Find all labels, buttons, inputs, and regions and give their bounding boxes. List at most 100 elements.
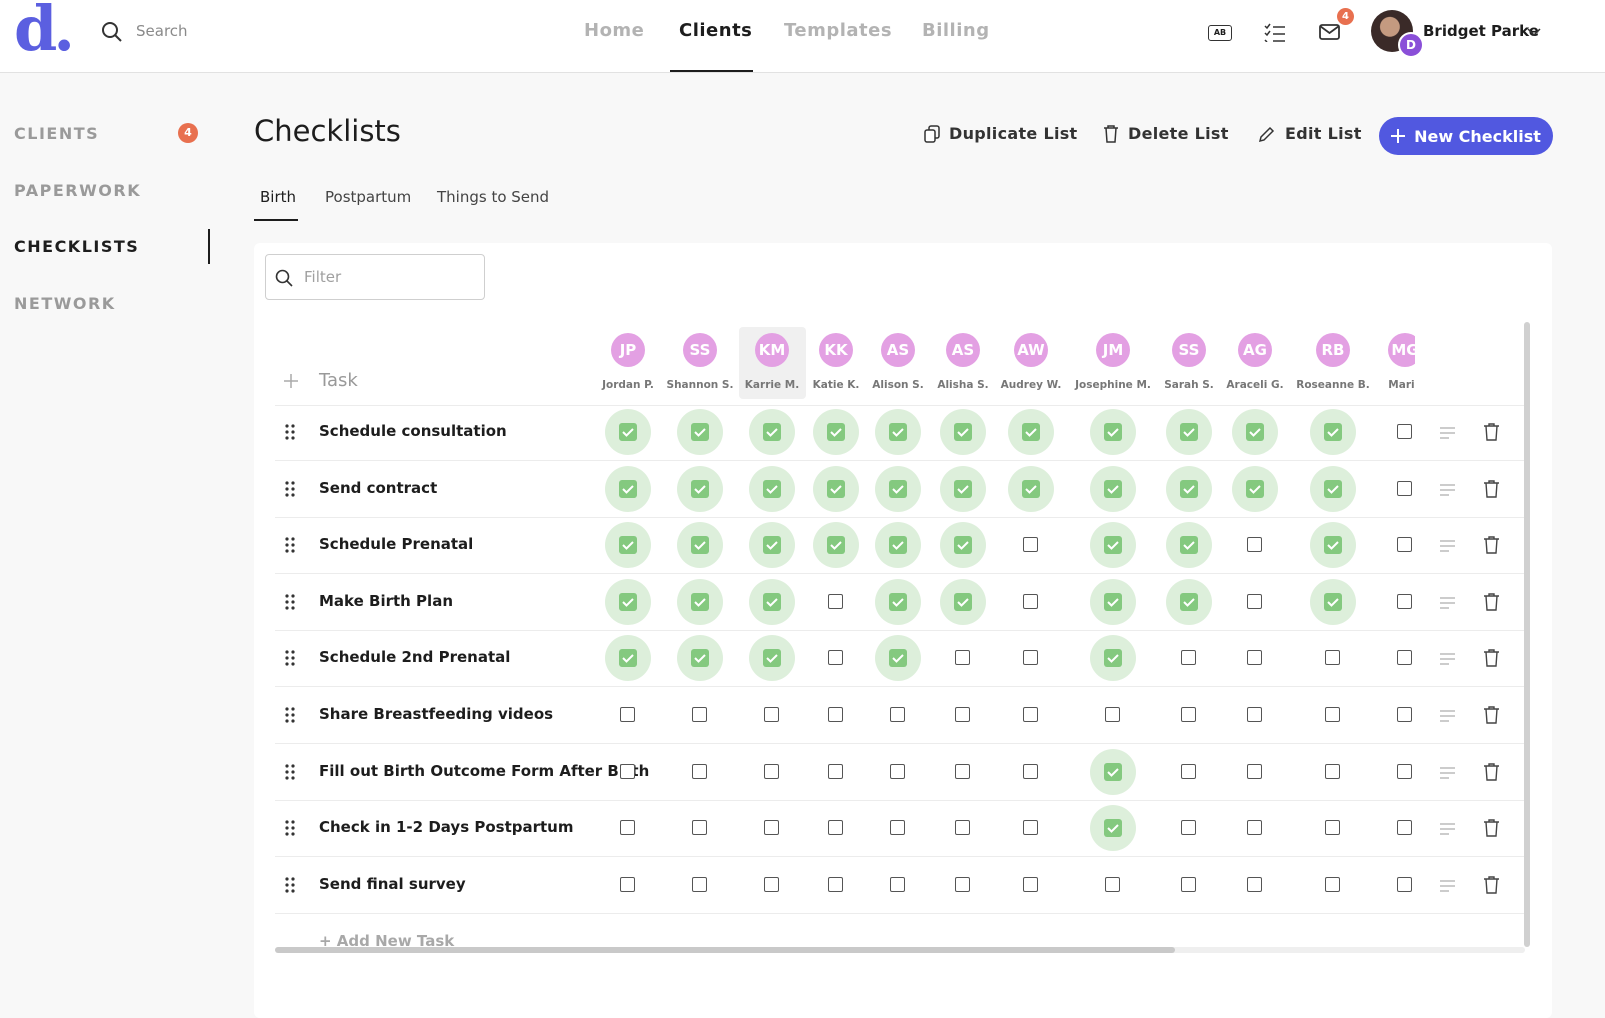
client-avatar[interactable]: RB (1316, 333, 1350, 367)
delete-icon[interactable] (1484, 649, 1499, 671)
drag-handle[interactable] (285, 537, 295, 557)
checkbox[interactable] (1325, 763, 1340, 779)
checkbox[interactable] (764, 707, 779, 722)
client-avatar[interactable]: KK (819, 333, 853, 367)
checkbox-checked[interactable] (677, 578, 723, 625)
delete-icon[interactable] (1484, 819, 1499, 841)
checkbox[interactable] (620, 707, 635, 722)
checkbox[interactable] (1181, 707, 1196, 722)
checkbox-checked[interactable] (1310, 578, 1356, 625)
duplicate-button[interactable]: Duplicate List (924, 124, 1078, 143)
checkbox[interactable] (1397, 650, 1412, 666)
checkbox-checked[interactable] (677, 522, 723, 569)
checkbox[interactable] (1247, 593, 1262, 609)
nav-link[interactable]: Billing (922, 20, 990, 41)
checkbox-checked[interactable] (605, 522, 651, 569)
checkbox[interactable] (1325, 876, 1340, 892)
checkbox[interactable] (1023, 537, 1038, 553)
checkbox-checked[interactable] (1166, 578, 1212, 625)
checkbox-checked[interactable] (940, 465, 986, 512)
drag-handle[interactable] (285, 763, 295, 784)
checkbox[interactable] (1023, 650, 1038, 666)
notes-icon[interactable] (1440, 538, 1455, 557)
drag-handle[interactable] (285, 480, 295, 501)
checkbox-checked[interactable] (875, 465, 921, 512)
checkbox[interactable] (955, 876, 970, 892)
checkbox-checked[interactable] (1008, 465, 1054, 512)
checkbox-checked[interactable] (677, 635, 723, 682)
client-avatar[interactable]: JP (611, 333, 645, 367)
checkbox-checked[interactable] (1090, 409, 1136, 455)
checkbox[interactable] (828, 593, 843, 609)
client-avatar[interactable]: SS (683, 333, 717, 367)
checkbox-checked[interactable] (1090, 635, 1136, 682)
checkbox-checked[interactable] (1008, 409, 1054, 455)
checkbox[interactable] (1105, 707, 1120, 722)
notes-icon[interactable] (1440, 878, 1455, 897)
scroll-thumb[interactable] (275, 947, 1175, 953)
delete-icon[interactable] (1484, 762, 1499, 785)
checkbox-checked[interactable] (749, 465, 795, 512)
notes-icon[interactable] (1440, 651, 1455, 670)
sidebar-link[interactable]: PAPERWORK (14, 181, 142, 200)
checkbox[interactable] (692, 707, 707, 722)
checkbox-checked[interactable] (813, 465, 859, 512)
client-avatar[interactable]: SS (1172, 333, 1206, 367)
checkbox[interactable] (890, 763, 905, 779)
checkbox-checked[interactable] (749, 578, 795, 625)
checkbox[interactable] (1325, 707, 1340, 722)
checkbox[interactable] (764, 876, 779, 892)
checkbox-checked[interactable] (875, 635, 921, 682)
checkbox[interactable] (1023, 763, 1038, 779)
checkbox-checked[interactable] (1232, 465, 1278, 512)
checkbox[interactable] (620, 763, 635, 779)
tab[interactable]: Postpartum (325, 188, 412, 206)
sidebar-link[interactable]: NETWORK (14, 294, 116, 313)
drag-handle[interactable] (285, 594, 295, 614)
checkbox[interactable] (1105, 876, 1120, 892)
checkbox[interactable] (890, 876, 905, 892)
notes-icon[interactable] (1440, 708, 1455, 727)
checkbox-checked[interactable] (875, 409, 921, 455)
checkbox[interactable] (1397, 820, 1412, 836)
checkbox[interactable] (828, 707, 843, 722)
checkbox[interactable] (1397, 763, 1412, 779)
checkbox[interactable] (1181, 650, 1196, 666)
edit-button[interactable]: Edit List (1258, 124, 1362, 143)
tab[interactable]: Birth (260, 188, 297, 206)
notes-icon[interactable] (1440, 482, 1455, 501)
checkbox[interactable] (828, 763, 843, 779)
checkbox[interactable] (955, 820, 970, 836)
checkbox[interactable] (1023, 593, 1038, 609)
checkbox-checked[interactable] (940, 409, 986, 455)
inbox-icon[interactable] (1319, 23, 1341, 41)
checkbox[interactable] (764, 820, 779, 836)
checkbox[interactable] (1023, 820, 1038, 836)
checkbox[interactable] (890, 707, 905, 722)
delete-icon[interactable] (1484, 423, 1499, 445)
checkbox-checked[interactable] (605, 409, 651, 455)
checkbox[interactable] (828, 820, 843, 836)
checkbox-checked[interactable] (749, 635, 795, 682)
delete-button[interactable]: Delete List (1103, 124, 1229, 143)
checkbox-checked[interactable] (1166, 522, 1212, 569)
delete-icon[interactable] (1484, 479, 1499, 502)
checkbox-checked[interactable] (1090, 748, 1136, 795)
notes-icon[interactable] (1440, 595, 1455, 614)
checkbox-checked[interactable] (940, 578, 986, 625)
checkbox[interactable] (1397, 707, 1412, 722)
drag-handle[interactable] (285, 424, 295, 444)
checkbox-checked[interactable] (1090, 465, 1136, 512)
checkbox[interactable] (828, 876, 843, 892)
checkbox[interactable] (1023, 707, 1038, 722)
checkbox-checked[interactable] (1310, 465, 1356, 512)
checkbox[interactable] (1247, 876, 1262, 892)
checkbox[interactable] (1397, 876, 1412, 892)
checkbox-checked[interactable] (1090, 578, 1136, 625)
add-task-icon[interactable] (283, 373, 299, 389)
checkbox[interactable] (692, 876, 707, 892)
checkbox-checked[interactable] (677, 409, 723, 455)
checkbox-checked[interactable] (605, 578, 651, 625)
checkbox[interactable] (1247, 763, 1262, 779)
checkbox-checked[interactable] (605, 465, 651, 512)
